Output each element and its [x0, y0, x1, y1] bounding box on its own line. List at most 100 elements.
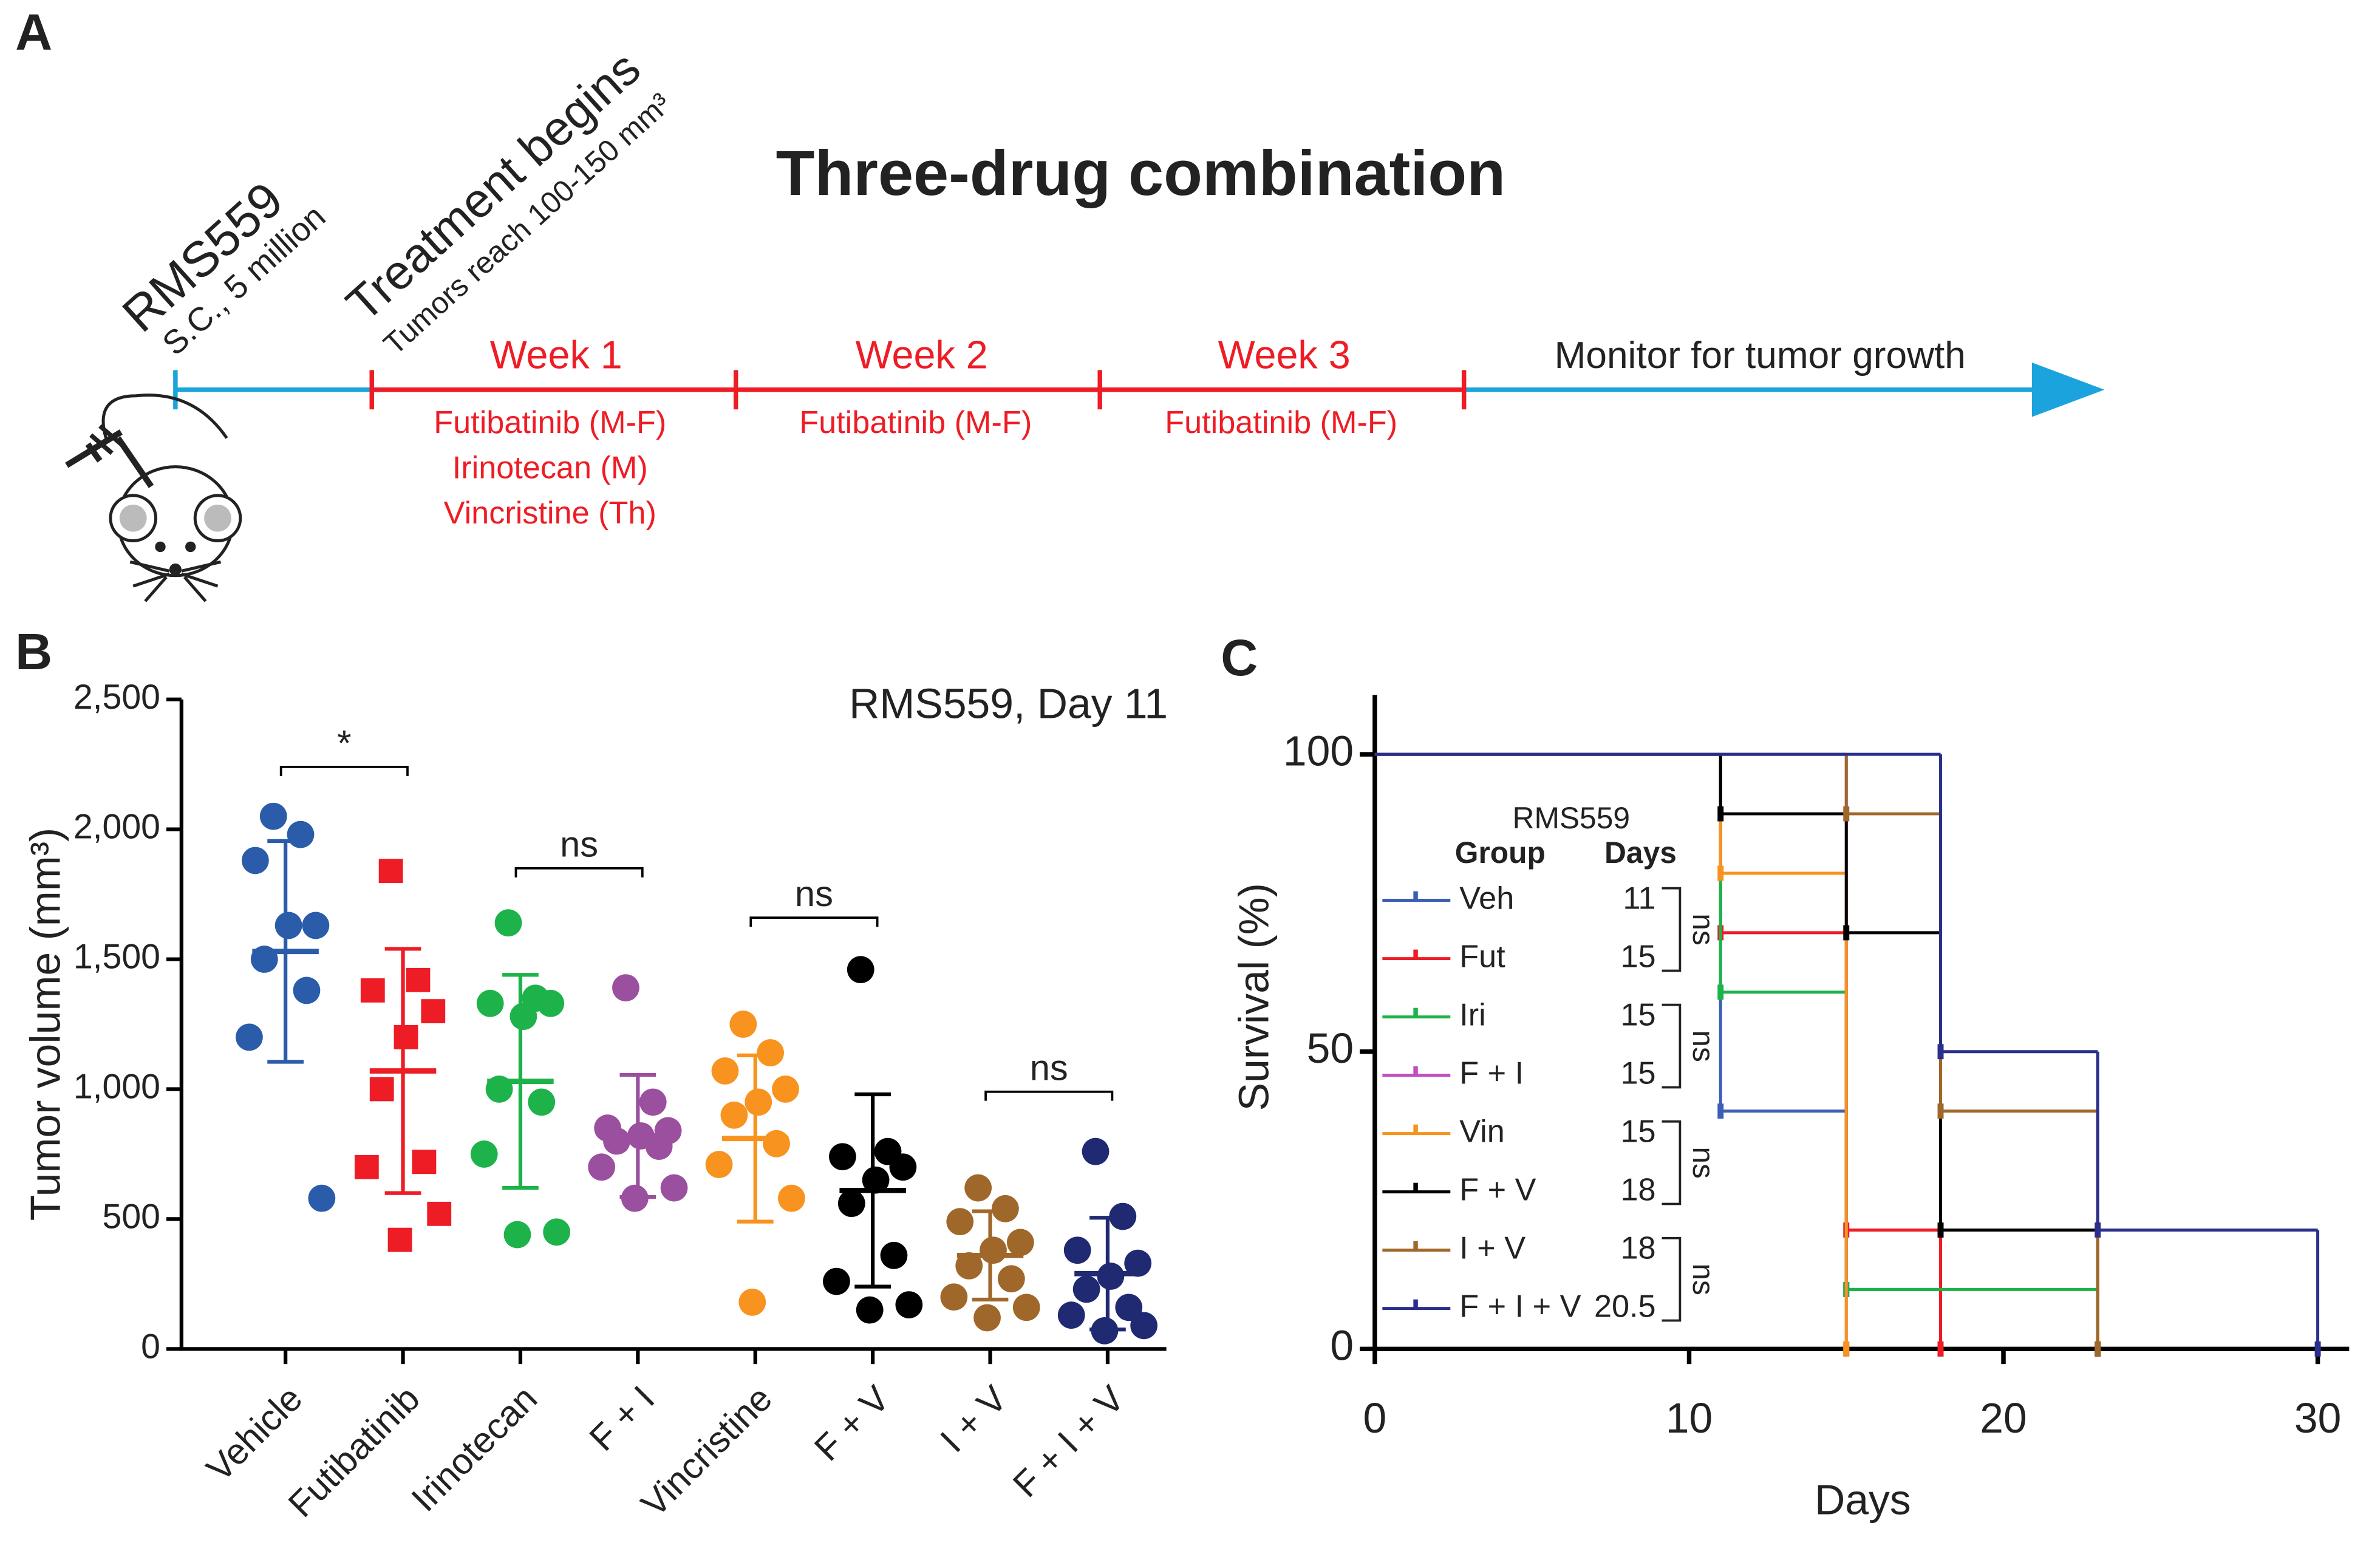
data-point: [856, 1296, 884, 1324]
x-tick-label: F + V: [806, 1378, 898, 1469]
data-point: [980, 1236, 1007, 1264]
comparison-bracket: [984, 1090, 1114, 1101]
x-tick-label: Irinotecan: [403, 1378, 545, 1519]
comparison-label: ns: [560, 824, 598, 865]
data-point: [1115, 1294, 1143, 1321]
x-tick-label: F + I: [582, 1378, 663, 1459]
data-point: [720, 1101, 748, 1129]
data-point: [992, 1195, 1019, 1222]
comparison-bracket: [1662, 887, 1682, 972]
x-axis-label: Days: [1815, 1476, 1911, 1523]
comparison-label: ns: [1686, 1030, 1720, 1062]
legend-label: Fut: [1459, 939, 1505, 974]
y-tick-label: 50: [1307, 1024, 1354, 1072]
data-point: [823, 1267, 850, 1295]
data-point: [274, 912, 302, 939]
comparison-label: ns: [1686, 913, 1720, 946]
legend-label: Veh: [1459, 881, 1514, 916]
comparison-label: ns: [1030, 1048, 1068, 1088]
legend-header: Group: [1455, 836, 1546, 870]
data-point: [242, 847, 269, 874]
data-point: [757, 1039, 785, 1066]
drug-label: Futibatinib (M-F): [1165, 405, 1397, 440]
legend-median: 15: [1620, 1114, 1655, 1149]
legend-median: 15: [1620, 939, 1655, 974]
legend-label: F + I: [1459, 1055, 1524, 1091]
y-tick-label: 500: [103, 1198, 160, 1236]
data-point: [360, 978, 385, 1003]
legend-median: 18: [1620, 1230, 1655, 1266]
comparison-label: ns: [795, 873, 833, 914]
data-point: [645, 1133, 673, 1160]
data-point: [964, 1174, 992, 1202]
drug-label: Vincristine (Th): [444, 496, 656, 531]
week-label: Week 2: [856, 333, 988, 377]
comparison-bracket: [514, 867, 644, 878]
y-tick-label: 2,500: [73, 678, 160, 717]
data-point: [293, 977, 321, 1004]
x-tick-label: 10: [1666, 1394, 1713, 1442]
data-point: [1057, 1301, 1085, 1329]
timeline: Three-drug combination RMS559 S.C., 5 mi…: [65, 41, 2105, 602]
legend-label: F + V: [1459, 1172, 1536, 1207]
mouse-icon: [65, 394, 242, 602]
data-point: [1012, 1294, 1040, 1321]
monitor-label: Monitor for tumor growth: [1555, 335, 1966, 377]
data-point: [711, 1057, 739, 1085]
data-point: [763, 1130, 790, 1157]
data-point: [778, 1184, 805, 1212]
panel-label: A: [15, 3, 52, 61]
data-point: [510, 1003, 537, 1031]
data-point: [837, 1190, 865, 1218]
x-tick-label: 30: [2294, 1394, 2341, 1442]
data-point: [470, 1140, 498, 1168]
data-point: [236, 1023, 263, 1051]
data-point: [772, 1075, 799, 1103]
data-point: [895, 1291, 923, 1318]
data-point: [387, 1227, 412, 1252]
data-point: [612, 974, 639, 1001]
data-point: [955, 1252, 983, 1280]
data-point: [369, 1077, 394, 1102]
x-tick-label: 20: [1980, 1394, 2026, 1442]
arrowhead: [2031, 362, 2105, 417]
data-point: [660, 1174, 688, 1202]
comparison-label: ns: [1686, 1263, 1720, 1295]
data-point: [862, 1166, 890, 1194]
data-point: [354, 1154, 379, 1179]
comparison-label: ns: [1686, 1147, 1720, 1179]
data-point: [1082, 1137, 1110, 1165]
data-point: [940, 1283, 968, 1311]
data-point: [880, 1241, 908, 1269]
comparison-bracket: [1662, 1120, 1682, 1205]
y-tick-label: 2,000: [73, 808, 160, 847]
data-point: [302, 912, 330, 939]
legend-label: Iri: [1459, 997, 1486, 1032]
data-point: [738, 1288, 766, 1316]
data-point: [729, 1011, 757, 1038]
x-tick-label: F + I + V: [1005, 1378, 1132, 1505]
week-label: Week 1: [490, 333, 622, 377]
x-tick-label: 0: [1363, 1394, 1387, 1442]
data-point: [528, 1088, 556, 1116]
data-point: [378, 859, 403, 883]
data-point: [476, 989, 504, 1017]
drug-label: Futibatinib (M-F): [799, 405, 1032, 440]
data-point: [639, 1088, 667, 1116]
data-point: [308, 1184, 336, 1212]
data-point: [427, 1201, 452, 1226]
data-point: [946, 1208, 974, 1236]
comparison-label: *: [337, 723, 351, 763]
drug-label: Futibatinib (M-F): [434, 405, 666, 440]
comparison-bracket: [1662, 1003, 1682, 1089]
data-point: [847, 956, 874, 984]
data-point: [1124, 1249, 1152, 1277]
y-tick-label: 0: [141, 1327, 160, 1366]
data-point: [494, 909, 522, 937]
x-tick-label: I + V: [932, 1378, 1014, 1460]
y-tick-label: 100: [1283, 728, 1354, 775]
data-point: [603, 1127, 630, 1155]
timeline-title: Three-drug combination: [776, 138, 1505, 209]
